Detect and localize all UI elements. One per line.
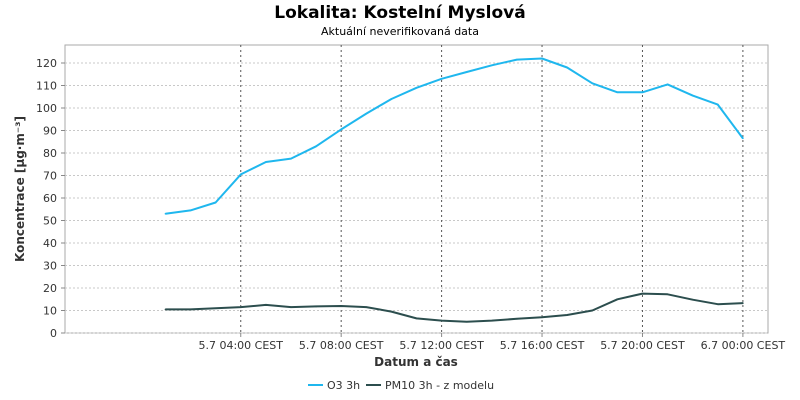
data-point	[591, 82, 594, 85]
y-tick-label: 50	[43, 215, 57, 228]
series-line-0	[165, 57, 744, 215]
data-point	[265, 161, 267, 163]
data-point	[340, 128, 342, 131]
data-point	[365, 306, 368, 308]
data-point	[666, 83, 669, 86]
data-point	[491, 319, 493, 322]
y-tick-label: 120	[36, 57, 57, 70]
x-tick-label: 5.7 20:00 CEST	[600, 339, 685, 352]
data-point	[491, 64, 493, 67]
data-point	[265, 304, 267, 306]
data-point	[239, 306, 242, 308]
chart-title: Lokalita: Kostelní Myslová	[274, 3, 526, 23]
plot-area	[64, 44, 769, 334]
y-tick-label: 20	[43, 282, 57, 295]
chart-subtitle: Aktuální neverifikovaná data	[321, 25, 479, 38]
data-point	[390, 310, 393, 313]
data-point	[516, 58, 518, 61]
y-axis-label: Koncentrace [µg·m⁻³]	[13, 116, 27, 262]
data-point	[164, 212, 167, 215]
data-point	[164, 308, 167, 311]
data-point	[666, 293, 669, 296]
data-point	[591, 309, 594, 312]
data-point	[465, 71, 468, 73]
data-point	[189, 308, 192, 311]
data-point	[616, 298, 619, 301]
legend-label-0: O3 3h	[327, 379, 360, 392]
data-point	[290, 157, 292, 160]
data-point	[239, 173, 242, 176]
legend-label-1: PM10 3h - z modelu	[385, 379, 494, 392]
data-point	[189, 209, 192, 212]
data-point	[742, 302, 744, 304]
y-tick-label: 110	[36, 80, 57, 93]
y-tick-label: 40	[43, 237, 57, 250]
data-point	[340, 305, 342, 307]
x-tick-label: 5.7 12:00 CEST	[399, 339, 484, 352]
y-tick-label: 90	[43, 125, 57, 138]
data-point	[716, 103, 719, 106]
data-point	[541, 57, 543, 60]
x-tick-label: 6.7 00:00 CEST	[701, 339, 786, 352]
data-point	[641, 91, 644, 94]
data-point	[415, 317, 418, 320]
legend: O3 3h PM10 3h - z modelu	[308, 379, 494, 392]
data-point	[315, 145, 317, 148]
data-point	[415, 86, 418, 89]
data-point	[440, 319, 443, 322]
data-point	[315, 305, 317, 308]
data-point	[742, 137, 744, 140]
x-axis-label: Datum a čas	[374, 355, 458, 369]
data-point	[465, 320, 468, 323]
y-tick-label: 100	[36, 102, 57, 115]
y-tick-label: 60	[43, 192, 57, 205]
data-point	[290, 306, 292, 308]
data-point	[691, 298, 694, 301]
data-point	[214, 201, 217, 204]
y-tick-label: 80	[43, 147, 57, 160]
data-point	[616, 91, 619, 94]
data-point	[641, 292, 644, 295]
y-tick-label: 30	[43, 260, 57, 273]
x-tick-label: 5.7 08:00 CEST	[299, 339, 384, 352]
data-point	[691, 94, 694, 97]
data-point	[440, 77, 443, 80]
data-point	[566, 314, 568, 316]
series-line-1	[165, 292, 743, 323]
y-tick-label: 10	[43, 305, 57, 318]
data-point	[566, 66, 568, 69]
x-tick-label: 5.7 16:00 CEST	[500, 339, 585, 352]
data-point	[390, 98, 393, 100]
data-point	[365, 112, 368, 115]
data-point	[516, 318, 518, 320]
data-point	[716, 303, 719, 306]
y-tick-label: 0	[50, 327, 57, 340]
data-point	[214, 307, 217, 310]
data-point	[541, 316, 543, 319]
y-tick-label: 70	[43, 170, 57, 183]
x-tick-label: 5.7 04:00 CEST	[198, 339, 283, 352]
